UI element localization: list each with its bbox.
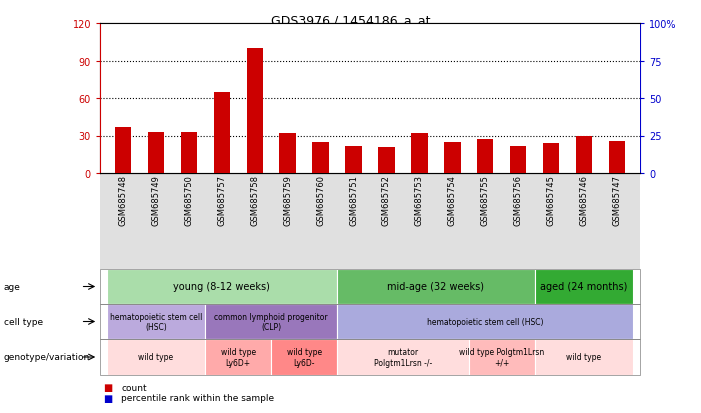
Bar: [313, 142, 329, 173]
Bar: [280, 134, 296, 173]
Text: wild type Polgtm1Lrsn
+/+: wild type Polgtm1Lrsn +/+: [459, 347, 545, 367]
Text: mid-age (32 weeks): mid-age (32 weeks): [388, 282, 484, 292]
Text: genotype/variation: genotype/variation: [4, 353, 90, 362]
Bar: [411, 134, 428, 173]
Bar: [100, 173, 640, 192]
Point: [578, 79, 590, 85]
Point: [512, 88, 524, 95]
Point: [447, 102, 458, 108]
Bar: [608, 141, 625, 173]
Text: ■: ■: [104, 393, 113, 403]
Bar: [181, 133, 197, 173]
Point: [381, 102, 392, 108]
Point: [414, 81, 425, 87]
Bar: [379, 147, 395, 173]
Point: [479, 82, 491, 89]
Text: mutator
Polgtm1Lrsn -/-: mutator Polgtm1Lrsn -/-: [374, 347, 432, 367]
Point: [611, 79, 622, 85]
Bar: [510, 146, 526, 173]
Bar: [214, 93, 230, 173]
Text: aged (24 months): aged (24 months): [540, 282, 627, 292]
Text: percentile rank within the sample: percentile rank within the sample: [121, 393, 274, 402]
Bar: [346, 146, 362, 173]
Text: wild type
Ly6D+: wild type Ly6D+: [221, 347, 256, 367]
Bar: [148, 133, 164, 173]
Text: young (8-12 weeks): young (8-12 weeks): [173, 282, 271, 292]
Text: ■: ■: [104, 382, 113, 392]
Text: wild type
Ly6D-: wild type Ly6D-: [287, 347, 322, 367]
Point: [282, 78, 293, 84]
Bar: [115, 128, 131, 173]
Point: [315, 95, 326, 102]
Point: [249, 40, 260, 47]
Bar: [576, 136, 592, 173]
Text: hematopoietic stem cell (HSC): hematopoietic stem cell (HSC): [427, 317, 543, 326]
Text: count: count: [121, 383, 147, 392]
Point: [216, 67, 227, 74]
Bar: [477, 140, 494, 173]
Bar: [247, 49, 263, 173]
Text: GDS3976 / 1454186_a_at: GDS3976 / 1454186_a_at: [271, 14, 430, 27]
Point: [183, 78, 194, 84]
Text: age: age: [4, 282, 20, 291]
Point: [118, 71, 129, 78]
Text: wild type: wild type: [138, 353, 174, 362]
Point: [545, 95, 557, 102]
Text: wild type: wild type: [566, 353, 601, 362]
Text: common lymphoid progenitor
(CLP): common lymphoid progenitor (CLP): [215, 312, 328, 331]
Bar: [543, 144, 559, 173]
Text: hematopoietic stem cell
(HSC): hematopoietic stem cell (HSC): [110, 312, 202, 331]
Text: cell type: cell type: [4, 317, 43, 326]
Bar: [444, 142, 461, 173]
Point: [348, 102, 359, 108]
Point: [151, 78, 162, 84]
